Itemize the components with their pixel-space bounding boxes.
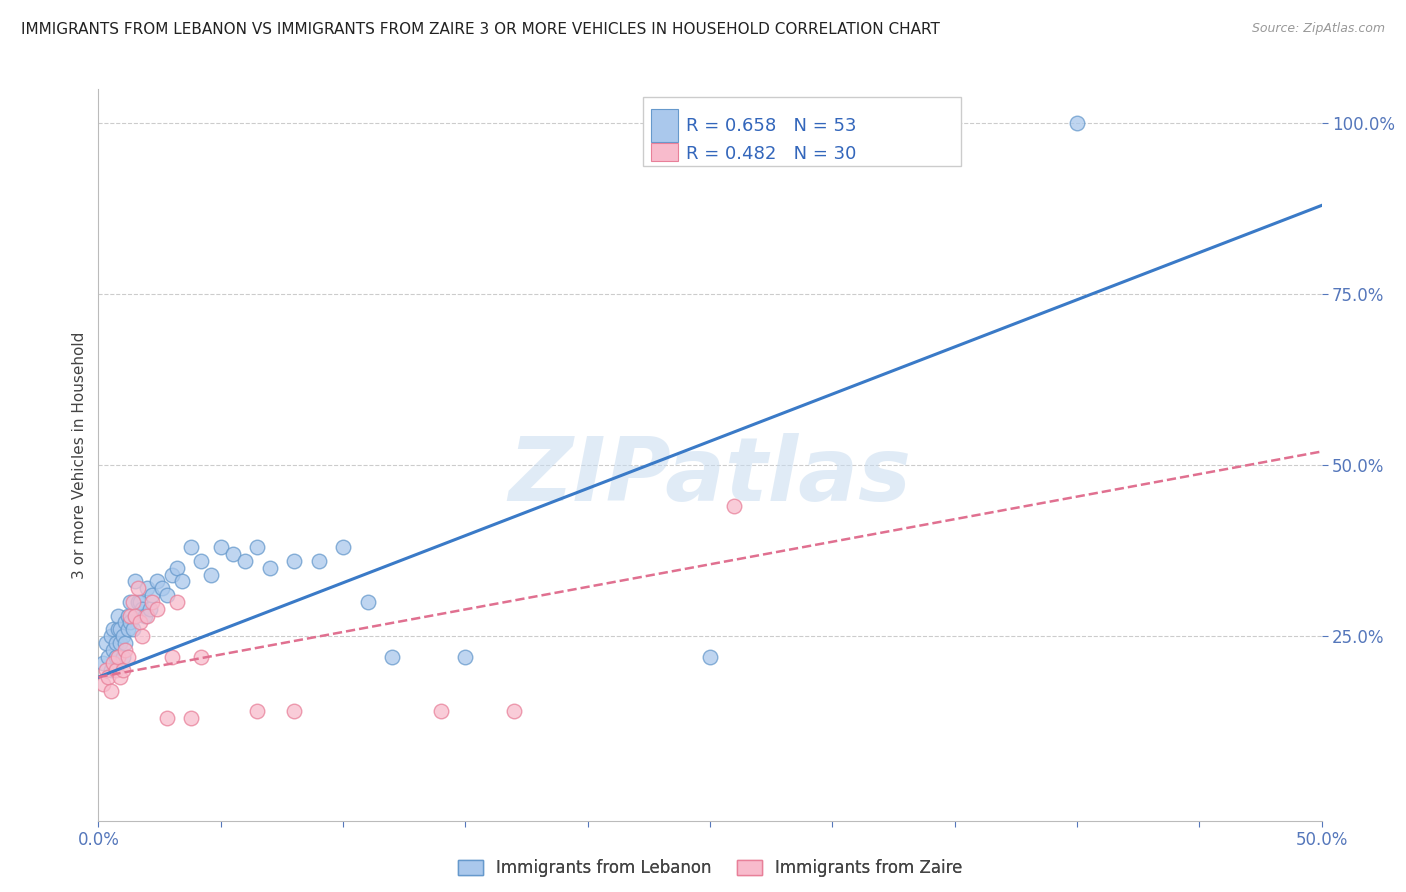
Point xyxy=(127,595,149,609)
Point xyxy=(308,554,330,568)
Point xyxy=(141,588,163,602)
Point xyxy=(104,663,127,677)
Point xyxy=(356,595,378,609)
Point xyxy=(200,567,222,582)
Text: R = 0.482   N = 30: R = 0.482 N = 30 xyxy=(686,145,856,162)
Point xyxy=(246,540,269,554)
Point xyxy=(94,663,117,677)
Point xyxy=(127,581,149,595)
Point xyxy=(259,560,281,574)
Point xyxy=(156,711,179,725)
Point xyxy=(233,554,256,568)
Point xyxy=(114,615,136,630)
Point xyxy=(94,636,117,650)
Point xyxy=(180,711,202,725)
Point xyxy=(110,622,132,636)
Point xyxy=(283,704,305,718)
Text: R = 0.658   N = 53: R = 0.658 N = 53 xyxy=(686,117,856,135)
Point xyxy=(101,622,124,636)
Point xyxy=(111,649,134,664)
Point xyxy=(1066,116,1088,130)
Point xyxy=(124,574,146,589)
Point xyxy=(381,649,404,664)
Point xyxy=(146,601,169,615)
Point xyxy=(723,499,745,513)
Point xyxy=(190,554,212,568)
Point xyxy=(150,581,173,595)
Legend: Immigrants from Lebanon, Immigrants from Zaire: Immigrants from Lebanon, Immigrants from… xyxy=(450,851,970,886)
Point xyxy=(117,649,139,664)
Point xyxy=(156,588,179,602)
Point xyxy=(134,608,156,623)
Point xyxy=(91,677,114,691)
Point xyxy=(117,608,139,623)
Point xyxy=(454,649,477,664)
Point xyxy=(111,663,134,677)
Point xyxy=(332,540,354,554)
Point xyxy=(124,608,146,623)
Point xyxy=(160,567,183,582)
Point xyxy=(91,657,114,671)
Point xyxy=(136,581,159,595)
Point xyxy=(104,636,127,650)
Point xyxy=(104,649,127,664)
Text: IMMIGRANTS FROM LEBANON VS IMMIGRANTS FROM ZAIRE 3 OR MORE VEHICLES IN HOUSEHOLD: IMMIGRANTS FROM LEBANON VS IMMIGRANTS FR… xyxy=(21,22,941,37)
Point xyxy=(430,704,453,718)
Point xyxy=(136,608,159,623)
Point xyxy=(120,615,142,630)
FancyBboxPatch shape xyxy=(643,96,960,166)
Point xyxy=(114,642,136,657)
Point xyxy=(114,636,136,650)
Point xyxy=(160,649,183,664)
Point xyxy=(111,629,134,643)
Point xyxy=(107,649,129,664)
Point xyxy=(100,629,122,643)
Point xyxy=(146,574,169,589)
Point xyxy=(120,595,142,609)
Point xyxy=(699,649,721,664)
Point xyxy=(110,636,132,650)
Bar xyxy=(651,143,678,161)
Point xyxy=(222,547,245,561)
Point xyxy=(124,608,146,623)
Point xyxy=(120,608,142,623)
Point xyxy=(129,615,152,630)
Point xyxy=(141,595,163,609)
Point xyxy=(166,560,188,574)
Point xyxy=(101,657,124,671)
Text: ZIPatlas: ZIPatlas xyxy=(509,434,911,520)
Point xyxy=(131,629,153,643)
Point xyxy=(190,649,212,664)
Point xyxy=(166,595,188,609)
Point xyxy=(283,554,305,568)
Point xyxy=(139,601,162,615)
Point xyxy=(246,704,269,718)
Point xyxy=(97,670,120,684)
Point xyxy=(100,663,122,677)
Point xyxy=(180,540,202,554)
Point xyxy=(110,670,132,684)
Point xyxy=(131,601,153,615)
Text: Source: ZipAtlas.com: Source: ZipAtlas.com xyxy=(1251,22,1385,36)
Point xyxy=(121,622,143,636)
Point xyxy=(129,595,152,609)
Point xyxy=(117,622,139,636)
Point xyxy=(100,683,122,698)
Point xyxy=(503,704,526,718)
Point xyxy=(209,540,232,554)
Point xyxy=(170,574,193,589)
Point xyxy=(107,608,129,623)
Point xyxy=(97,649,120,664)
Bar xyxy=(651,109,678,142)
Y-axis label: 3 or more Vehicles in Household: 3 or more Vehicles in Household xyxy=(72,331,87,579)
Point xyxy=(121,595,143,609)
Point xyxy=(107,622,129,636)
Point xyxy=(101,642,124,657)
